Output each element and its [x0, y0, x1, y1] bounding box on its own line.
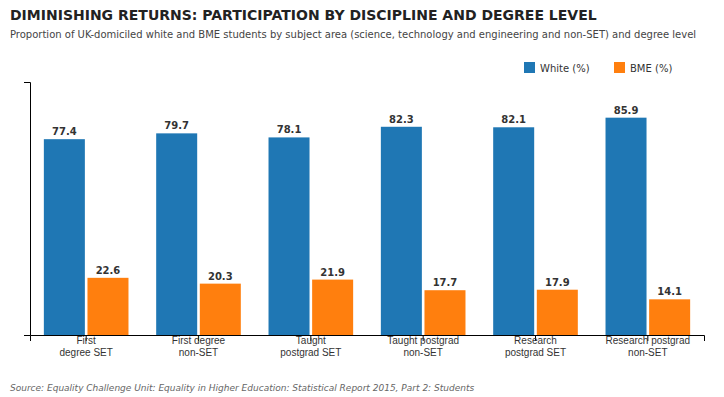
bar [87, 278, 128, 335]
x-tick-label: Taughtpostgrad SET [280, 335, 341, 358]
x-axis: Firstdegree SET First degreenon-SET Taught… [31, 335, 705, 358]
data-label: 85.9 [614, 105, 639, 116]
bar [649, 299, 690, 335]
x-tick-label: Taught postgradnon-SET [387, 335, 459, 358]
legend-swatch [614, 62, 625, 73]
plot: 77.4 79.7 78.1 82.3 82.1 85.9 22.6 20.3 21.9 17.7… [24, 83, 705, 358]
legend-label: BME (%) [630, 63, 672, 74]
x-tick-label: First degreenon-SET [172, 335, 226, 358]
y-axis-line [24, 83, 31, 336]
legend-item: White (%) [524, 62, 590, 74]
x-tick-label: Firstdegree SET [59, 335, 112, 358]
bar [44, 139, 85, 335]
bar [156, 133, 197, 335]
bar [269, 137, 310, 335]
bar [424, 290, 465, 335]
data-label: 82.1 [501, 114, 526, 125]
bars [44, 118, 690, 335]
bar [200, 284, 241, 335]
data-label: 79.7 [164, 120, 189, 131]
subtitle: Proportion of UK-domiciled white and BME… [10, 29, 696, 40]
data-label: 78.1 [277, 124, 302, 135]
data-label: 17.9 [545, 277, 570, 288]
bar [312, 280, 353, 335]
bar [493, 127, 534, 335]
x-tick: Researchpostgrad SET [505, 335, 566, 358]
data-labels: 77.4 79.7 78.1 82.3 82.1 85.9 22.6 20.3 21.9 17.7… [52, 105, 682, 298]
bar [606, 118, 647, 335]
data-label: 77.4 [52, 126, 77, 137]
x-tick-label: Research postgradnon-SET [606, 335, 691, 358]
chart: DIMINISHING RETURNS: PARTICIPATION BY DI… [0, 0, 724, 397]
x-tick: Taught postgradnon-SET [387, 335, 459, 358]
x-tick: Firstdegree SET [59, 335, 112, 358]
x-tick: Taughtpostgrad SET [280, 335, 341, 358]
data-label: 20.3 [208, 271, 233, 282]
y-axis [24, 83, 31, 336]
legend-item: BME (%) [614, 62, 672, 74]
bar [537, 290, 578, 335]
source: Source: Equality Challenge Unit: Equalit… [10, 383, 474, 393]
data-label: 14.1 [657, 286, 682, 297]
x-tick: First degreenon-SET [172, 335, 226, 358]
data-label: 17.7 [433, 277, 458, 288]
legend-label: White (%) [540, 63, 590, 74]
title: DIMINISHING RETURNS: PARTICIPATION BY DI… [10, 7, 597, 23]
bar [381, 127, 422, 335]
x-tick-label: Researchpostgrad SET [505, 335, 566, 358]
data-label: 22.6 [96, 265, 121, 276]
data-label: 82.3 [389, 114, 414, 125]
x-axis-line [31, 336, 705, 342]
x-tick: Research postgradnon-SET [606, 335, 691, 358]
data-label: 21.9 [320, 267, 345, 278]
legend: White (%) BME (%) [524, 62, 672, 74]
legend-swatch [524, 62, 535, 73]
